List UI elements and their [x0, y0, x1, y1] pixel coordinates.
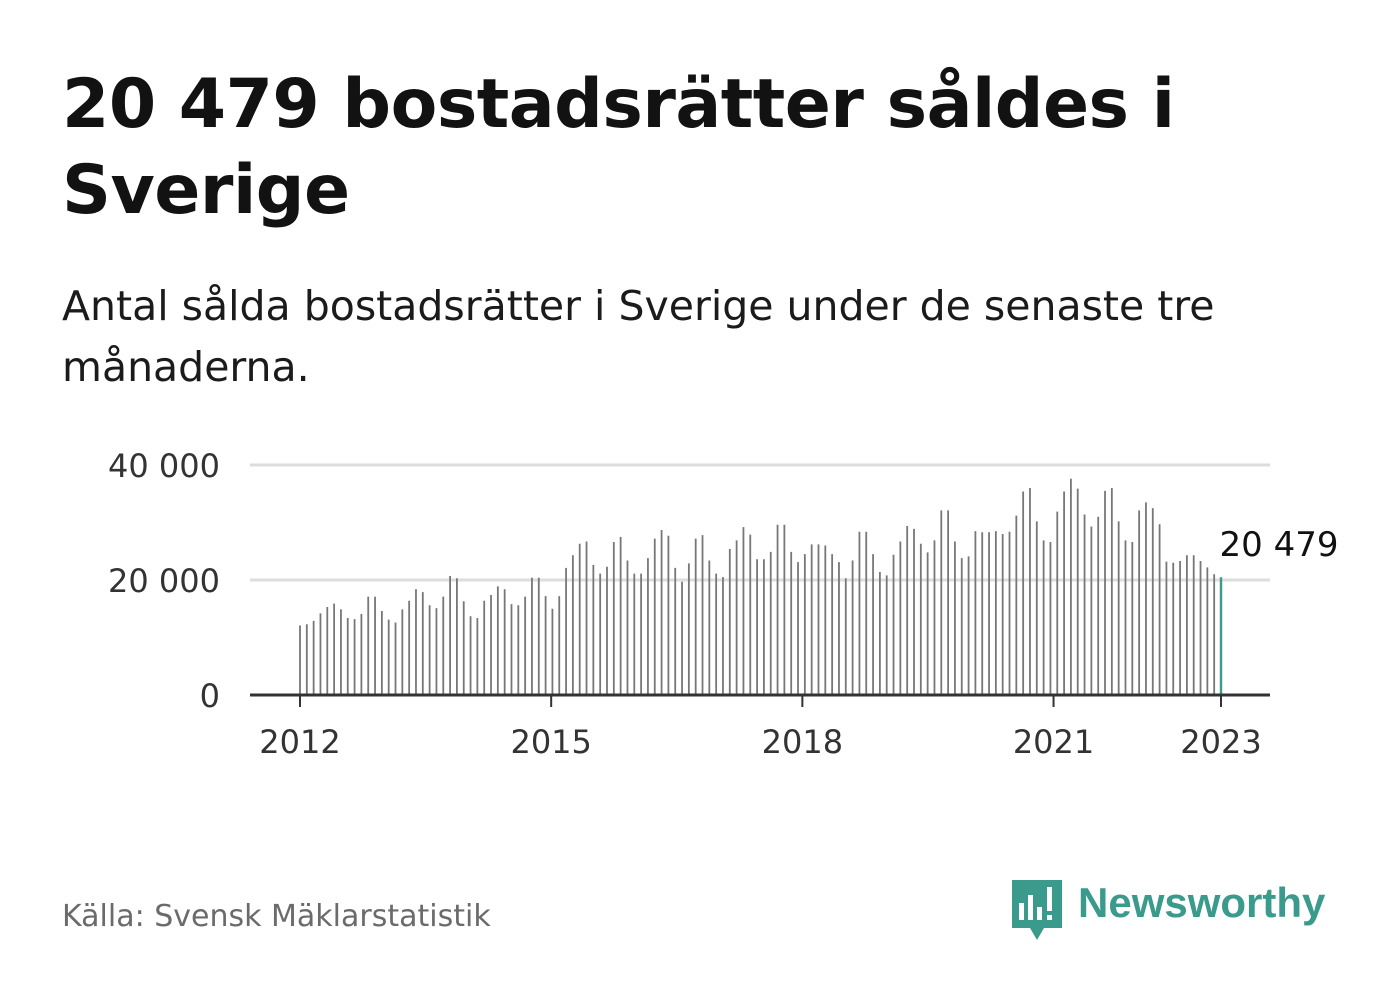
x-tick-label: 2012 [259, 723, 340, 761]
x-tick-label: 2023 [1180, 723, 1261, 761]
gridlines [250, 463, 1270, 582]
brand-logo[interactable]: Newsworthy [1010, 876, 1325, 942]
brand-name: Newsworthy [1078, 879, 1326, 926]
newsworthy-logo-icon [1012, 880, 1062, 940]
chart-subtitle: Antal sålda bostadsrätter i Sverige unde… [62, 282, 1215, 391]
x-tick-label: 2015 [510, 723, 591, 761]
chart-title: 20 479 bostadsrätter såldes i Sverige [62, 65, 1175, 230]
highlight-value-label: 20 479 [1220, 525, 1339, 565]
axes [250, 693, 1270, 707]
y-tick-label: 20 000 [108, 562, 220, 600]
source-note: Källa: Svensk Mäklarstatistik [62, 899, 491, 934]
bars [299, 478, 1223, 695]
x-tick-label: 2021 [1013, 723, 1094, 761]
y-tick-label: 0 [200, 677, 220, 715]
y-tick-label: 40 000 [108, 447, 220, 485]
x-tick-label: 2018 [762, 723, 843, 761]
highlight-label-halo: 20 479 [1220, 525, 1339, 565]
